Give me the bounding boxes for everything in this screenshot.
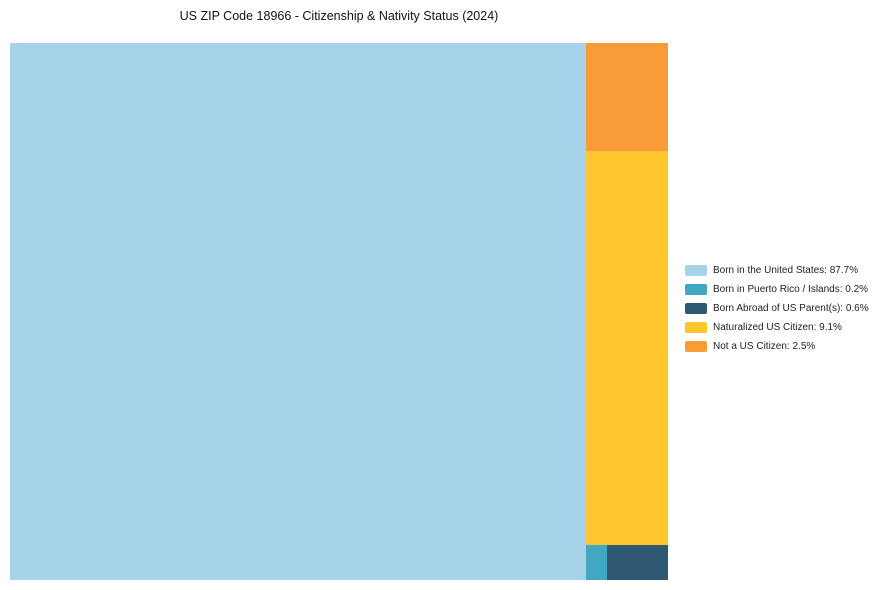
legend: Born in the United States: 87.7% Born in … xyxy=(685,265,869,352)
segment-naturalized-us-citizen xyxy=(586,151,668,546)
legend-label: Not a US Citizen: 2.5% xyxy=(713,341,816,352)
segment-born-abroad-of-us-parents xyxy=(606,545,668,580)
legend-item: Born Abroad of US Parent(s): 0.6% xyxy=(685,303,869,314)
treemap-chart xyxy=(10,43,668,580)
legend-label: Born in Puerto Rico / Islands: 0.2% xyxy=(713,284,869,295)
legend-swatch xyxy=(685,322,707,333)
legend-label: Born Abroad of US Parent(s): 0.6% xyxy=(713,303,869,314)
segment-not-a-us-citizen xyxy=(586,43,668,152)
chart-title: US ZIP Code 18966 - Citizenship & Nativi… xyxy=(179,9,499,23)
legend-swatch xyxy=(685,341,707,352)
segment-born-in-puerto-rico-islands xyxy=(586,545,607,580)
legend-swatch xyxy=(685,265,707,276)
segment-born-in-united-states xyxy=(10,43,587,580)
legend-swatch xyxy=(685,303,707,314)
legend-label: Born in the United States: 87.7% xyxy=(713,265,859,276)
legend-item: Naturalized US Citizen: 9.1% xyxy=(685,322,869,333)
legend-swatch xyxy=(685,284,707,295)
legend-item: Not a US Citizen: 2.5% xyxy=(685,341,869,352)
legend-item: Born in the United States: 87.7% xyxy=(685,265,869,276)
legend-label: Naturalized US Citizen: 9.1% xyxy=(713,322,842,333)
legend-item: Born in Puerto Rico / Islands: 0.2% xyxy=(685,284,869,295)
